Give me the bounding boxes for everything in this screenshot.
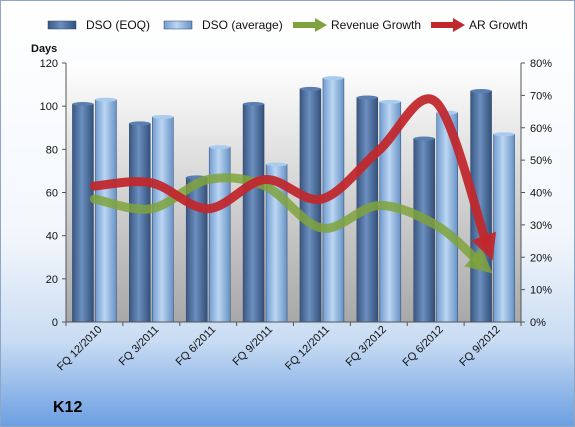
- x-tick-label: FQ 9/2011: [231, 324, 276, 369]
- y-tick-label: 60: [46, 188, 58, 200]
- bar-dso-average-8: [493, 133, 515, 323]
- bar-cap: [129, 121, 151, 126]
- bar-cap: [266, 162, 288, 167]
- bar-cap: [413, 136, 435, 141]
- x-tick-label: FQ 12/2010: [55, 324, 105, 374]
- bar-cap: [72, 102, 94, 107]
- legend-label-dso-eoq-: DSO (EOQ): [86, 18, 150, 32]
- x-tick-label: FQ 12/2011: [283, 324, 332, 373]
- legend-arrowhead-ar-growth: [453, 18, 465, 32]
- y2-tick-label: 80%: [530, 58, 552, 70]
- legend: DSO (EOQ) DSO (average) Revenue Growth AR G…: [47, 18, 528, 32]
- bar-dso-eoq-4: [242, 103, 265, 323]
- y-axis-title: Days: [31, 43, 57, 55]
- y2-tick-label: 60%: [530, 123, 552, 135]
- x-tick-label: FQ 6/2011: [174, 324, 219, 369]
- y-tick-label: 40: [46, 231, 58, 243]
- x-tick-label: FQ 6/2012: [401, 324, 446, 369]
- bar-dso-eoq-1: [72, 103, 94, 323]
- legend-swatch-dso-average-: [163, 20, 193, 30]
- bar-dso-average-2: [152, 116, 174, 323]
- bar-cap: [95, 97, 117, 102]
- revenue-growth-arrowhead: [464, 246, 493, 274]
- y2-tick-label: 40%: [530, 188, 552, 200]
- y2-tick-label: 30%: [530, 220, 552, 232]
- ar-growth-arrowhead: [471, 231, 497, 261]
- y2-tick-label: 0%: [530, 317, 546, 329]
- bar-cap: [379, 99, 401, 104]
- x-tick-label: FQ 3/2011: [117, 324, 162, 369]
- bar-cap: [322, 76, 344, 81]
- y-tick-label: 120: [40, 58, 58, 70]
- bar-cap: [356, 95, 378, 100]
- bar-cap: [209, 145, 231, 150]
- bar-cap: [243, 102, 265, 107]
- legend-swatch-dso-eoq-: [47, 20, 77, 30]
- bar-dso-eoq-5: [299, 88, 322, 323]
- bar-dso-eoq-7: [413, 138, 435, 323]
- bar-cap: [152, 114, 174, 119]
- y2-tick-label: 20%: [530, 252, 552, 264]
- legend-label-revenue-growth: Revenue Growth: [331, 18, 421, 32]
- bar-cap: [299, 86, 321, 91]
- y2-tick-label: 70%: [530, 90, 552, 102]
- bar-dso-average-1: [95, 99, 117, 323]
- legend-label-dso-average-: DSO (average): [202, 18, 283, 32]
- y-tick-label: 0: [52, 317, 58, 329]
- x-tick-label: FQ 3/2012: [344, 324, 389, 369]
- ar-growth-line: [89, 94, 491, 247]
- x-tick-label: FQ 9/2012: [457, 324, 502, 369]
- bar-cap: [470, 89, 492, 94]
- bar-dso-eoq-2: [129, 123, 151, 323]
- y-tick-label: 80: [46, 144, 58, 156]
- y2-tick-label: 50%: [530, 155, 552, 167]
- company-label: K12: [53, 399, 83, 416]
- y2-tick-label: 10%: [530, 285, 552, 297]
- y-tick-label: 100: [40, 101, 58, 113]
- legend-label-ar-growth: AR Growth: [469, 18, 528, 32]
- bar-cap: [493, 132, 515, 137]
- y-tick-label: 20: [46, 274, 58, 286]
- legend-arrowhead-revenue-growth: [315, 18, 327, 32]
- revenue-growth-line: [89, 173, 483, 266]
